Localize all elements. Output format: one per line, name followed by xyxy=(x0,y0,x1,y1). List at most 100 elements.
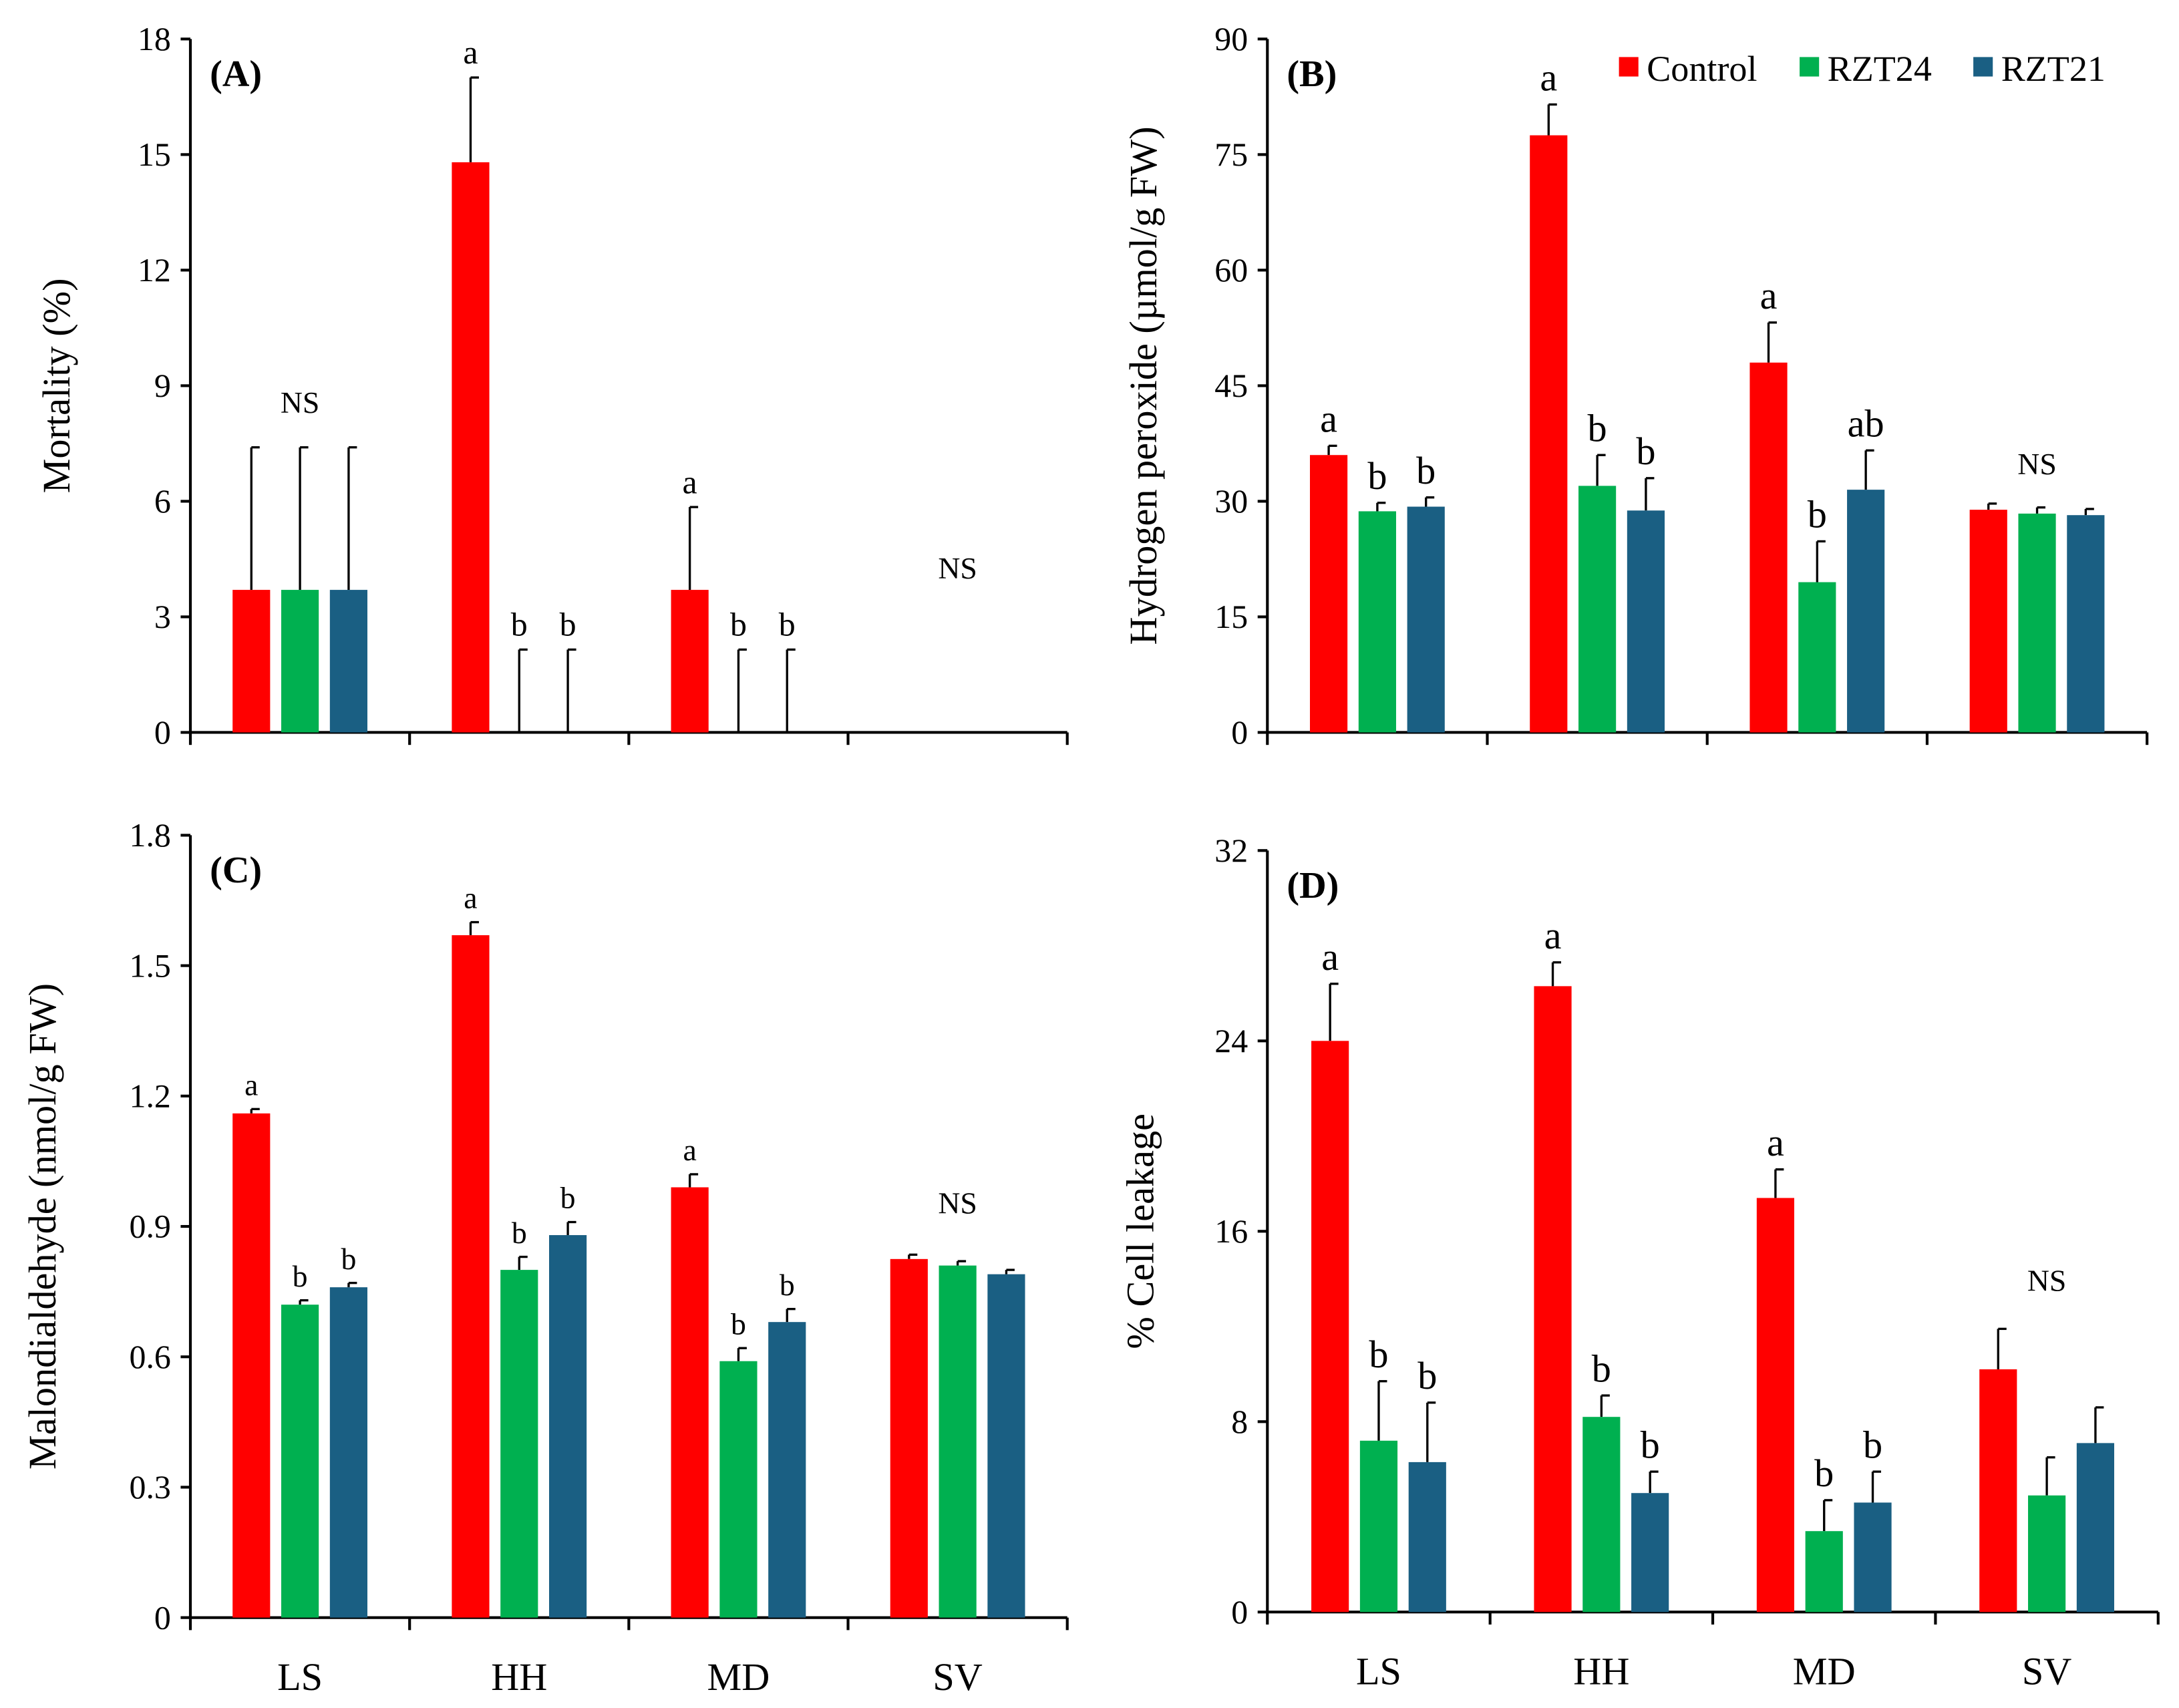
bar-RZT24-SV xyxy=(2028,1495,2066,1612)
legend-label: RZT24 xyxy=(1828,49,1932,89)
y-tick-label: 30 xyxy=(1214,483,1248,520)
significance-letter: b xyxy=(1369,1333,1388,1376)
y-tick-label: 15 xyxy=(138,136,171,173)
bar-Control-MD xyxy=(1749,362,1788,733)
bar-RZT21-SV xyxy=(987,1274,1025,1618)
bar-RZT24-LS xyxy=(281,1305,319,1618)
y-axis-label: Hydrogen peroxide (µmol/g FW) xyxy=(1122,126,1165,645)
bar-RZT21-HH xyxy=(1627,510,1665,733)
significance-letter: b xyxy=(1636,430,1655,473)
bar-RZT24-MD xyxy=(1805,1531,1843,1612)
significance-letter: a xyxy=(464,881,477,915)
x-tick-label: LS xyxy=(1356,1650,1401,1693)
y-axis-label: Malondialdehyde (nmol/g FW) xyxy=(21,983,64,1470)
ns-annotation: NS xyxy=(938,551,977,585)
y-tick-label: 15 xyxy=(1214,599,1248,635)
bar-RZT21-MD xyxy=(768,1322,806,1618)
bar-RZT21-LS xyxy=(1408,1462,1446,1612)
bar-RZT24-SV xyxy=(939,1265,977,1618)
bar-Control-LS xyxy=(232,1113,271,1618)
significance-letter: b xyxy=(730,607,747,643)
y-axis-label: Mortality (%) xyxy=(35,278,78,493)
y-tick-label: 18 xyxy=(138,21,171,57)
y-tick-label: 60 xyxy=(1214,252,1248,289)
significance-letter: b xyxy=(1416,449,1436,492)
panel-label: (D) xyxy=(1287,865,1339,906)
significance-letter: b xyxy=(1592,1347,1611,1390)
ns-annotation: NS xyxy=(281,385,319,419)
bar-RZT21-LS xyxy=(329,590,367,733)
bar-RZT24-SV xyxy=(2018,513,2056,733)
significance-letter: b xyxy=(779,607,796,643)
bar-Control-SV xyxy=(890,1258,928,1618)
y-tick-label: 9 xyxy=(154,367,171,404)
significance-letter: b xyxy=(1863,1423,1882,1466)
significance-letter: a xyxy=(683,464,697,500)
significance-letter: b xyxy=(1814,1451,1834,1495)
y-tick-label: 8 xyxy=(1231,1403,1248,1440)
y-tick-label: 0.3 xyxy=(129,1469,170,1506)
bar-Control-SV xyxy=(1979,1369,2017,1612)
bar-Control-HH xyxy=(1534,986,1572,1612)
ns-annotation: NS xyxy=(2027,1263,2066,1297)
chart-panel-2: 0 0.3 0.6 0.9 1.2 1.5 1.8 Malondialdehyde (nmol… xyxy=(21,817,1069,1699)
y-tick-label: 0.6 xyxy=(129,1339,170,1375)
significance-letter: b xyxy=(1808,493,1827,536)
significance-letter: b xyxy=(780,1268,795,1302)
significance-letter: a xyxy=(1321,935,1339,979)
bar-Control-HH xyxy=(452,935,490,1618)
bar-Control-LS xyxy=(232,590,271,733)
y-tick-label: 0 xyxy=(1231,714,1248,751)
significance-letter: b xyxy=(1641,1423,1660,1466)
x-tick-label: SV xyxy=(2022,1650,2071,1693)
y-tick-label: 3 xyxy=(154,599,171,635)
significance-letter: b xyxy=(1367,454,1387,498)
x-tick-label: LS xyxy=(277,1655,323,1699)
bar-RZT21-HH xyxy=(1631,1493,1669,1612)
significance-letter: a xyxy=(244,1068,258,1102)
significance-letter: a xyxy=(683,1133,696,1167)
y-tick-label: 6 xyxy=(154,483,171,520)
bar-RZT21-LS xyxy=(1407,506,1445,733)
bar-RZT21-SV xyxy=(2067,515,2105,733)
x-tick-label: SV xyxy=(933,1655,982,1699)
bar-Control-LS xyxy=(1309,455,1348,733)
y-tick-label: 32 xyxy=(1214,832,1248,869)
y-tick-label: 16 xyxy=(1214,1213,1248,1250)
y-tick-label: 75 xyxy=(1214,136,1248,173)
bar-Control-HH xyxy=(452,162,490,733)
y-tick-label: 24 xyxy=(1214,1023,1248,1059)
significance-letter: b xyxy=(511,607,528,643)
chart-panel-1: 0 15 30 45 60 75 90 Hydrogen peroxide (µmol/g F… xyxy=(1122,21,2149,751)
significance-letter: b xyxy=(512,1216,527,1250)
y-tick-label: 1.2 xyxy=(129,1077,170,1114)
significance-letter: a xyxy=(1540,56,1557,100)
bar-RZT24-LS xyxy=(1358,511,1396,733)
legend-label: RZT21 xyxy=(2001,49,2106,89)
bar-RZT21-LS xyxy=(329,1287,367,1618)
significance-letter: a xyxy=(463,34,478,71)
significance-letter: b xyxy=(1417,1354,1437,1397)
significance-letter: b xyxy=(293,1259,308,1293)
legend-swatch-RZT24 xyxy=(1800,57,1820,77)
y-tick-label: 0.9 xyxy=(129,1208,170,1245)
bar-RZT24-HH xyxy=(500,1270,538,1618)
panel-label: (A) xyxy=(210,53,262,95)
y-axis-label: % Cell leakage xyxy=(1119,1114,1162,1349)
bar-RZT21-HH xyxy=(549,1235,587,1618)
y-tick-label: 0 xyxy=(154,714,171,751)
y-tick-label: 90 xyxy=(1214,21,1248,57)
x-tick-label: MD xyxy=(1793,1650,1856,1693)
bar-Control-LS xyxy=(1311,1041,1349,1612)
significance-letter: b xyxy=(341,1242,356,1276)
bar-RZT24-LS xyxy=(281,590,319,733)
significance-letter: b xyxy=(1588,406,1607,450)
bar-Control-MD xyxy=(671,1187,709,1618)
significance-letter: b xyxy=(731,1307,746,1341)
significance-letter: ab xyxy=(1848,402,1884,446)
bar-RZT24-HH xyxy=(1578,486,1617,733)
